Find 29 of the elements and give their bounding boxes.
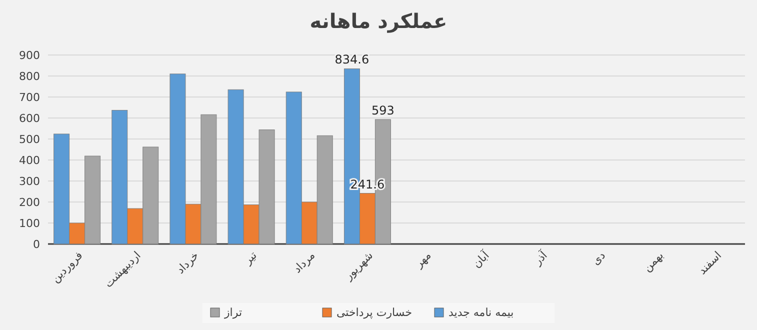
x-tick-label: اردیبهشت: [102, 248, 144, 290]
y-tick-label: 100: [19, 217, 40, 230]
y-tick-label: 0: [33, 238, 40, 251]
chart-title: عملکرد ماهانه: [310, 9, 448, 33]
y-tick-label: 700: [19, 91, 40, 104]
data-label: 241.6: [350, 177, 385, 192]
x-tick-label: مرداد: [290, 248, 318, 276]
y-tick-label: 500: [19, 133, 40, 146]
legend-label: بیمه نامه جدید: [448, 306, 514, 319]
y-tick-label: 800: [19, 70, 40, 83]
data-label: 593: [371, 103, 394, 118]
x-tick-label: شهریور: [341, 248, 376, 284]
legend-label: تراز: [224, 306, 242, 319]
x-tick-label: خرداد: [174, 248, 202, 276]
x-tick-label: دی: [589, 248, 608, 268]
x-tick-label: آبان: [469, 248, 492, 271]
y-tick-label: 600: [19, 112, 40, 125]
y-tick-label: 400: [19, 154, 40, 167]
y-tick-label: 300: [19, 175, 40, 188]
x-tick-label: فروردین: [48, 248, 86, 286]
y-tick-label: 900: [19, 49, 40, 62]
x-tick-label: آذر: [530, 248, 550, 268]
x-tick-label: تیر: [240, 248, 260, 268]
x-tick-label: مهر: [412, 248, 434, 271]
y-tick-label: 200: [19, 196, 40, 209]
legend-label: خسارت پرداختی: [336, 306, 412, 319]
x-tick-label: اسفند: [696, 248, 724, 278]
data-label: 834.6: [334, 52, 370, 67]
x-tick-label: بهمن: [640, 248, 666, 274]
